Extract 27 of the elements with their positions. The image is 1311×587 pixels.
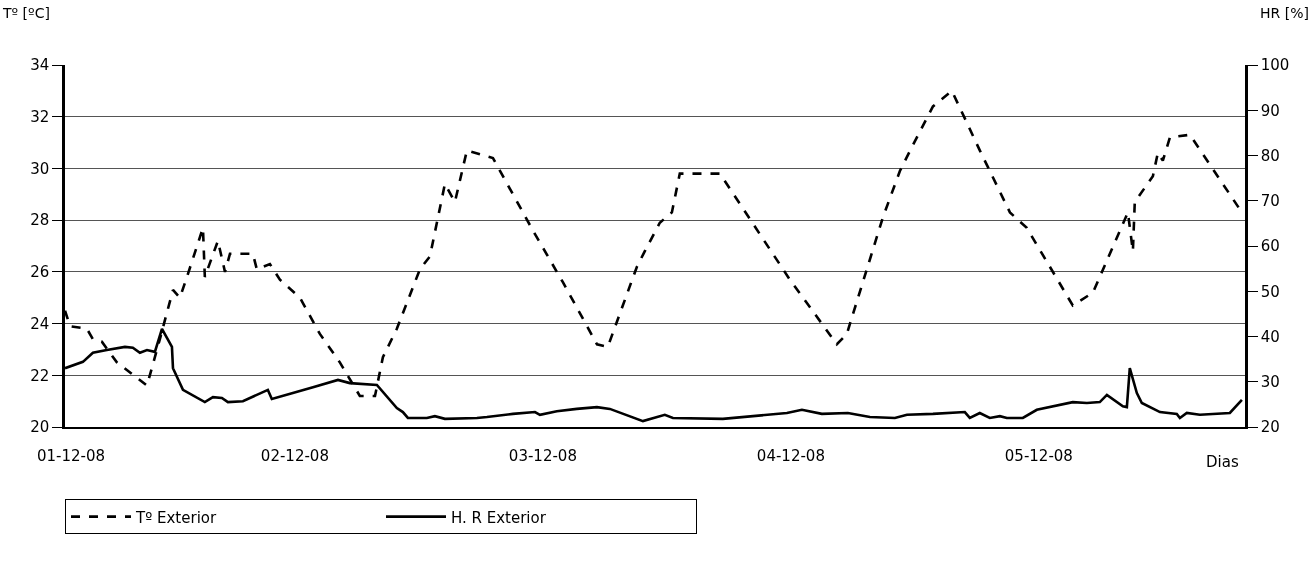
y-tick-label: 22 (30, 366, 50, 385)
y-tick-label: 34 (30, 56, 50, 75)
legend-label: H. R Exterior (451, 508, 547, 527)
y2-tick-label: 80 (1260, 146, 1280, 165)
y2-tick-label: 70 (1260, 192, 1280, 210)
y-tick-label: 28 (30, 211, 50, 230)
y2-tick-label: 20 (1260, 418, 1280, 437)
x-tick-label: 05-12-08 (1004, 446, 1073, 465)
y-tick-label: 32 (30, 107, 50, 126)
x-axis-title: Dias (1206, 453, 1239, 471)
y2-tick-label: 90 (1260, 101, 1280, 120)
y2-axis-title: HR [%] (1260, 5, 1309, 21)
x-tick-label: 04-12-08 (756, 446, 825, 465)
y2-tick-label: 60 (1260, 237, 1280, 256)
y-tick-label: 30 (30, 159, 50, 178)
y-tick-label: 24 (30, 314, 50, 333)
y-axis-title: Tº [ºC] (2, 5, 50, 21)
y2-tick-label: 100 (1260, 56, 1290, 75)
x-tick-label: 01-12-08 (36, 446, 106, 465)
y-tick-label: 26 (30, 263, 50, 282)
x-tick-label: 02-12-08 (260, 446, 329, 465)
y2-tick-label: 40 (1260, 327, 1280, 346)
legend-label: Tº Exterior (135, 508, 217, 527)
y-tick-label: 20 (30, 418, 50, 437)
x-tick-label: 03-12-08 (508, 446, 577, 465)
y2-tick-label: 50 (1260, 282, 1280, 301)
y2-tick-label: 30 (1260, 373, 1280, 391)
